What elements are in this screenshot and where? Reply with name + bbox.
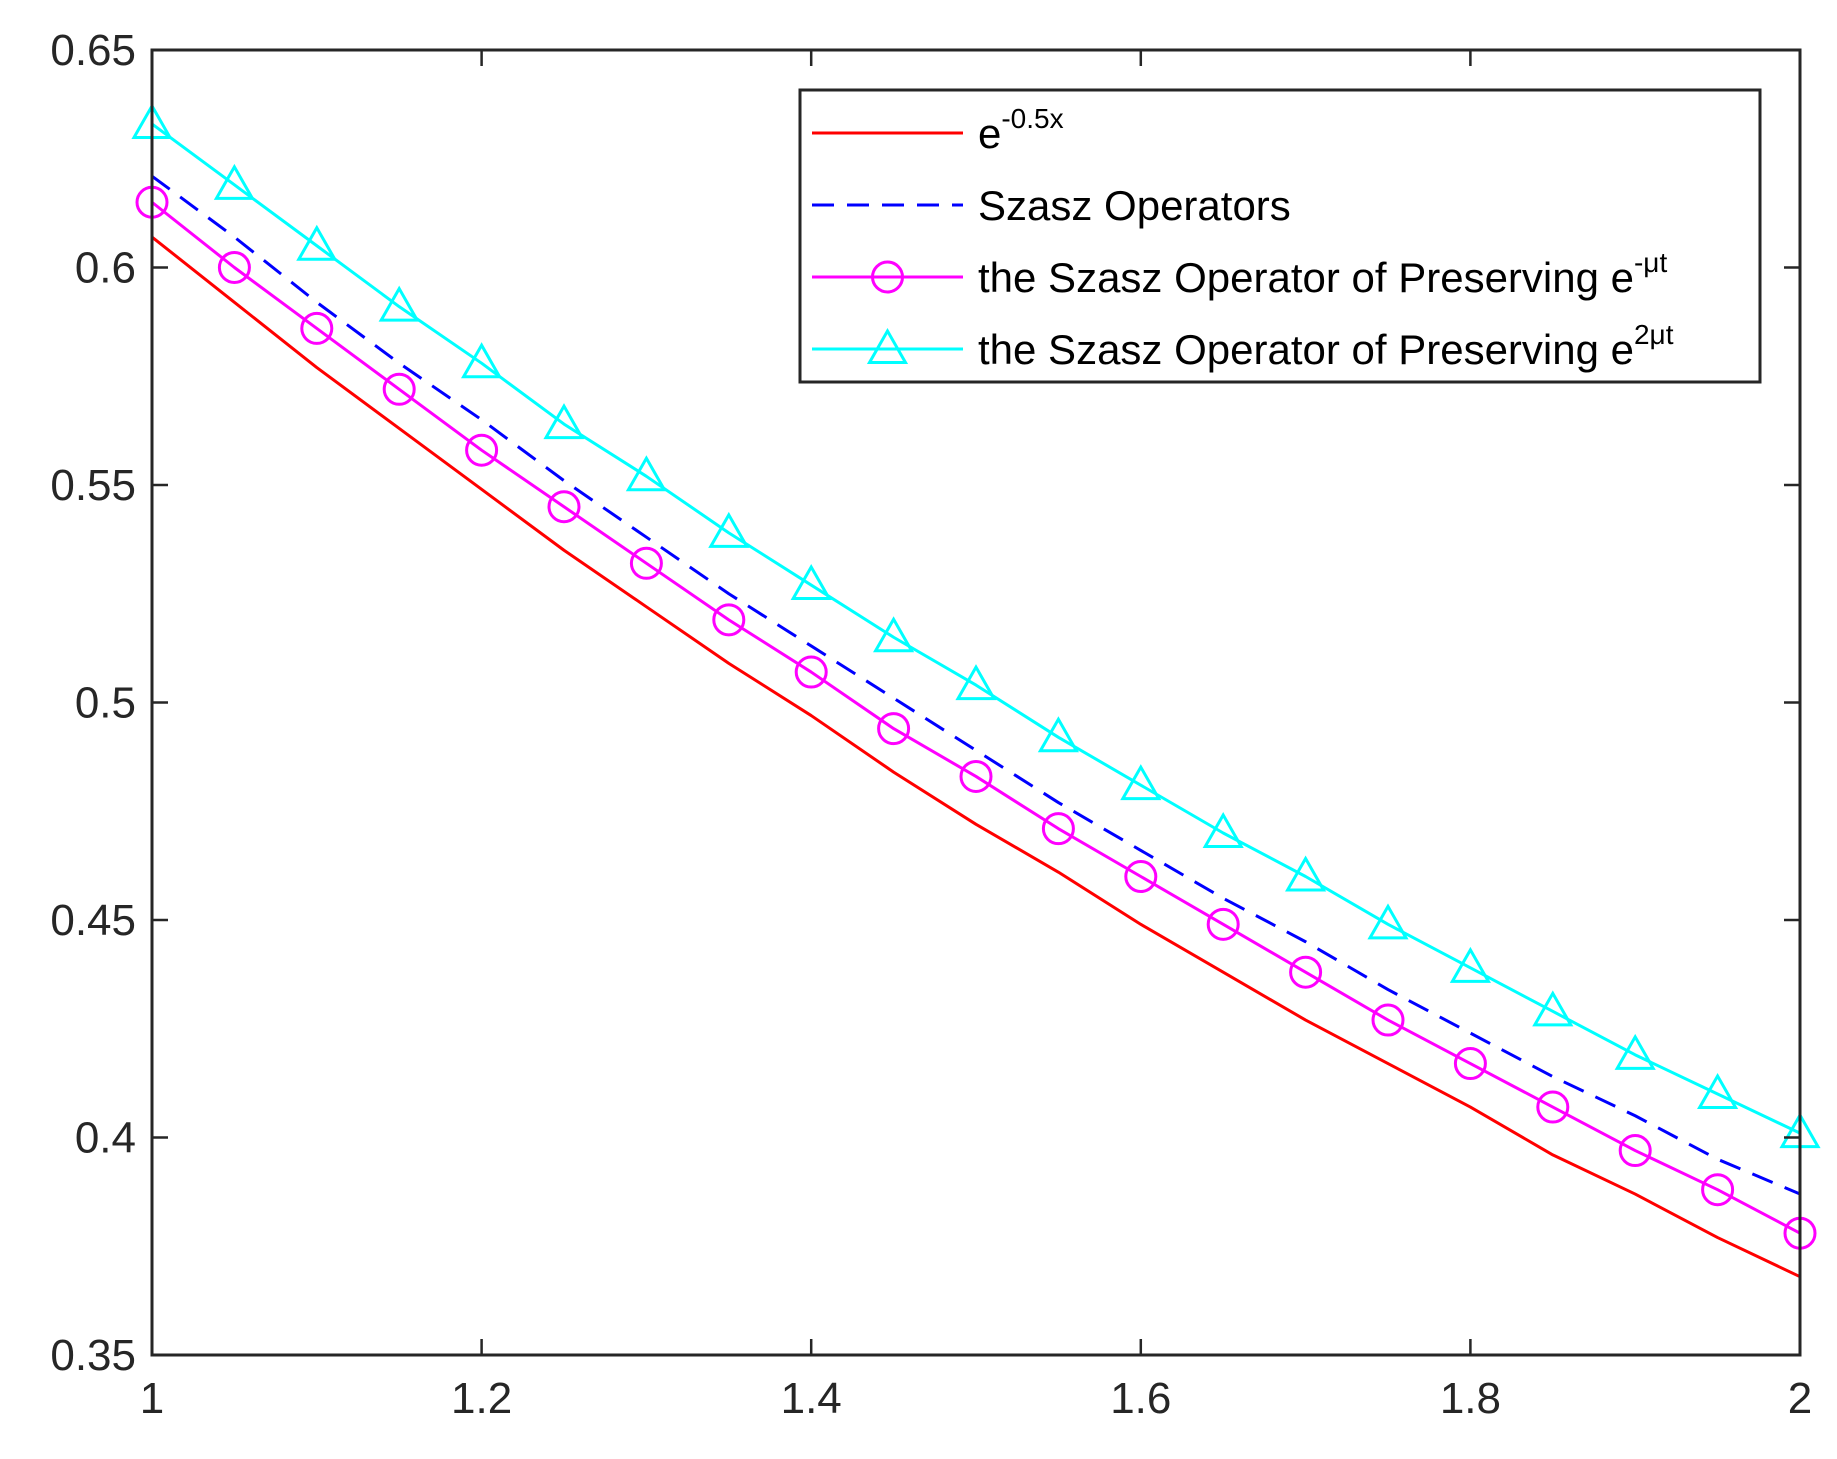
data-point-marker <box>1285 855 1327 892</box>
data-point-marker <box>1371 1003 1405 1037</box>
data-point-marker <box>378 285 420 322</box>
legend-box <box>798 88 1762 384</box>
data-point-marker <box>213 163 255 200</box>
data-point-marker <box>1449 946 1491 983</box>
data-point-marker <box>1453 1047 1487 1081</box>
data-point-marker <box>382 372 416 406</box>
data-point-marker <box>461 342 503 379</box>
data-point-marker <box>543 403 585 440</box>
data-point-marker <box>790 564 832 601</box>
data-point-marker <box>1202 811 1244 848</box>
series-3 <box>135 185 1817 1250</box>
data-point-marker <box>1532 990 1574 1027</box>
data-point-marker <box>625 455 667 492</box>
y-tick-label: 0.35 <box>50 1331 136 1380</box>
legend-entry-label: the Szasz Operator of Preserving e-μt <box>978 247 1667 301</box>
data-point-marker <box>629 546 663 580</box>
legend-entry-label: e-0.5x <box>978 103 1064 157</box>
data-point-marker <box>1697 1072 1739 1109</box>
data-point-marker <box>1120 764 1162 801</box>
series-4 <box>131 102 1821 1149</box>
y-tick-label: 0.4 <box>75 1114 136 1163</box>
legend-entry-label: the Szasz Operator of Preserving e2μt <box>978 319 1674 373</box>
legend-swatch-marker <box>866 327 909 364</box>
x-tick-label: 2 <box>1788 1374 1812 1423</box>
x-tick-label: 1.2 <box>451 1374 512 1423</box>
legend-entry-label: Szasz Operators <box>978 182 1291 229</box>
series-1 <box>151 235 1801 1279</box>
x-tick-label: 1 <box>140 1374 164 1423</box>
series-layer <box>131 102 1821 1279</box>
series-line <box>151 201 1801 1235</box>
data-point-marker <box>877 712 911 746</box>
ticks-layer: 1 1.2 1.4 1.6 1.8 2 0.35 0.4 0.45 0.5 0.55 0.6 0.65 <box>50 26 1812 1423</box>
data-point-marker <box>217 251 251 284</box>
x-tick-label: 1.8 <box>1440 1374 1501 1423</box>
y-tick-label: 0.5 <box>75 679 136 728</box>
series-line <box>151 122 1801 1135</box>
data-point-marker <box>1124 860 1158 893</box>
x-tick-label: 1.4 <box>781 1374 842 1423</box>
data-point-marker <box>794 655 828 689</box>
y-tick-label: 0.6 <box>75 244 136 293</box>
data-point-marker <box>955 664 997 701</box>
data-point-marker <box>547 490 581 524</box>
data-point-marker <box>1289 955 1323 989</box>
y-tick-label: 0.65 <box>50 26 136 75</box>
data-point-marker <box>1206 907 1240 941</box>
data-point-marker <box>1037 716 1079 753</box>
y-tick-label: 0.45 <box>50 896 136 945</box>
data-point-marker <box>708 511 750 548</box>
data-point-marker <box>1367 903 1409 940</box>
data-point-marker <box>300 311 334 345</box>
data-point-marker <box>712 603 746 637</box>
data-point-marker <box>1536 1090 1570 1124</box>
legend-swatch-marker <box>871 260 904 294</box>
data-point-marker <box>296 224 338 261</box>
data-point-marker <box>1701 1173 1735 1207</box>
data-point-marker <box>1041 812 1075 846</box>
series-line <box>151 235 1801 1279</box>
data-point-marker <box>1618 1134 1652 1168</box>
data-point-marker <box>465 433 499 467</box>
legend: e-0.5x Szasz Operators the Szasz Operator … <box>798 88 1762 384</box>
data-point-marker <box>959 759 993 793</box>
x-tick-label: 1.6 <box>1110 1374 1171 1423</box>
y-tick-label: 0.55 <box>50 461 136 510</box>
data-point-marker <box>1614 1033 1656 1070</box>
data-point-marker <box>873 616 915 653</box>
